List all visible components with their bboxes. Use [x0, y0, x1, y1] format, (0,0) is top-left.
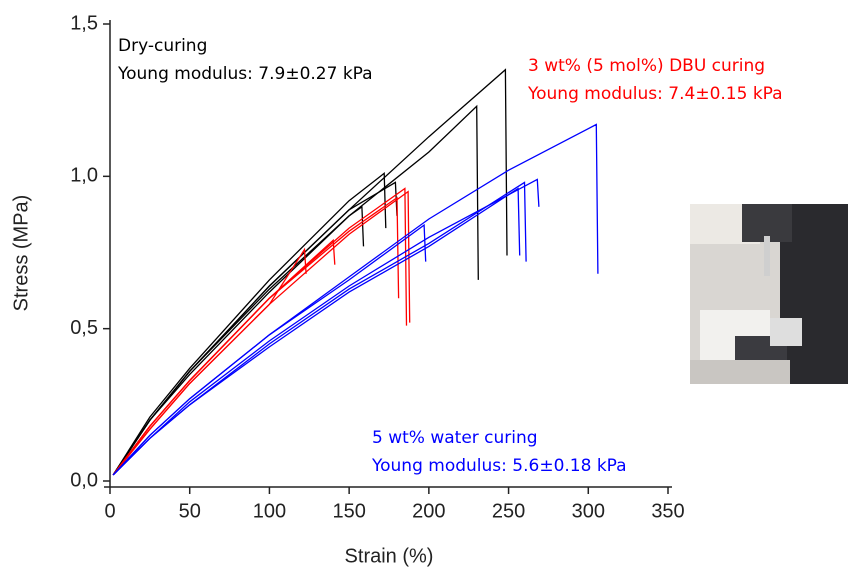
y-tick-label: 1,0: [70, 165, 98, 187]
photo: [690, 204, 848, 384]
y-axis-label: Stress (MPa): [10, 195, 32, 312]
x-tick-label: 50: [179, 500, 201, 522]
curve: [112, 238, 336, 476]
curve: [112, 181, 398, 476]
curve: [112, 247, 307, 476]
x-tick-label: 250: [492, 500, 525, 522]
x-tick-label: 200: [412, 500, 445, 522]
annotation: 5 wt% water curing: [372, 428, 538, 448]
y-tick-label: 0,5: [70, 317, 98, 339]
y-tick-label: 0,0: [70, 469, 98, 491]
curve: [112, 223, 427, 476]
curve: [112, 171, 387, 476]
annotation: 3 wt% (5 mol%) DBU curing: [528, 56, 765, 76]
annotation: Dry-curing: [118, 36, 207, 56]
annotation: Young modulus: 5.6±0.18 kPa: [371, 456, 627, 476]
x-tick-label: 150: [332, 500, 365, 522]
curve: [112, 104, 479, 476]
x-tick-label: 300: [572, 500, 605, 522]
curve: [112, 205, 365, 476]
x-tick-label: 0: [104, 500, 115, 522]
annotation: Young modulus: 7.9±0.27 kPa: [117, 64, 373, 84]
y-tick-label: 1,5: [70, 12, 98, 34]
curve: [112, 123, 599, 476]
annotation: Young modulus: 7.4±0.15 kPa: [527, 84, 783, 104]
x-axis-label: Strain (%): [345, 545, 434, 567]
curve: [112, 187, 521, 476]
x-tick-label: 100: [253, 500, 286, 522]
x-tick-label: 350: [651, 500, 684, 522]
